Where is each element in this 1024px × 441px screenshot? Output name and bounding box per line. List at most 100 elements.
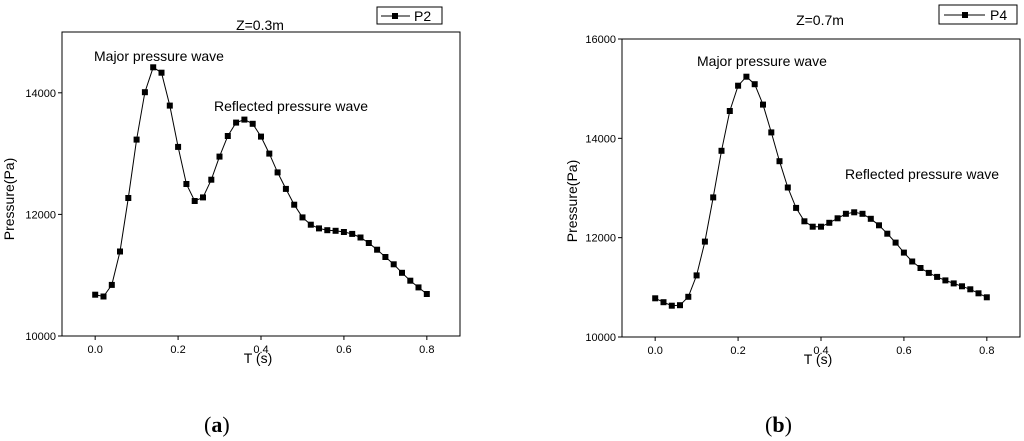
- data-point: [100, 293, 107, 300]
- legend-label: P2: [414, 8, 431, 24]
- data-point: [365, 240, 372, 246]
- y-tick-label: 12000: [585, 233, 616, 245]
- panel-letter-b: b: [772, 412, 785, 437]
- data-point: [241, 116, 248, 123]
- data-point: [249, 120, 256, 127]
- data-point: [224, 133, 231, 139]
- y-tick-label: 16000: [585, 34, 616, 46]
- data-point: [349, 230, 356, 237]
- data-point: [851, 209, 858, 216]
- data-point: [92, 291, 99, 298]
- data-point: [917, 265, 924, 271]
- data-point: [423, 291, 430, 297]
- data-point: [166, 102, 173, 109]
- y-ticks: 10000 12000 14000 16000: [585, 34, 622, 344]
- y-axis-label: Pressure(Pa): [1, 158, 17, 240]
- annotation-reflected-wave: Reflected pressure wave: [845, 166, 999, 182]
- y-ticks: 10000 12000 14000: [25, 88, 62, 343]
- data-point: [975, 290, 982, 297]
- data-point: [299, 214, 306, 221]
- x-tick-label: 0.6: [896, 345, 911, 357]
- x-ticks: 0.0 0.2 0.4 0.6 0.8: [88, 336, 434, 356]
- data-point: [332, 227, 339, 234]
- data-point: [652, 295, 659, 302]
- data-point: [685, 293, 692, 300]
- x-tick-label: 0.6: [336, 344, 351, 356]
- data-point: [967, 286, 974, 293]
- data-point: [934, 273, 941, 280]
- x-axis-label: T (s): [244, 350, 273, 366]
- data-point: [743, 73, 750, 80]
- data-point: [735, 82, 742, 89]
- data-point: [909, 258, 916, 265]
- data-point: [784, 184, 791, 191]
- data-point: [233, 119, 240, 126]
- data-point: [374, 246, 381, 253]
- data-point: [859, 210, 866, 217]
- x-ticks: 0.0 0.2 0.4 0.6 0.8: [648, 337, 994, 357]
- x-tick-label: 0.0: [88, 344, 103, 356]
- data-point: [258, 133, 264, 140]
- data-point: [108, 281, 115, 288]
- data-point: [390, 261, 397, 268]
- data-point: [175, 143, 182, 150]
- data-point: [693, 272, 700, 279]
- data-point: [307, 221, 314, 228]
- x-tick-label: 0.4: [253, 344, 268, 356]
- data-point: [668, 302, 675, 309]
- legend-marker: [962, 12, 968, 18]
- data-point: [776, 158, 783, 165]
- data-point: [884, 230, 891, 237]
- plot-frame: [61, 31, 461, 337]
- y-tick-label: 10000: [585, 332, 616, 344]
- data-point: [324, 227, 331, 234]
- data-point: [183, 181, 190, 187]
- data-point: [415, 284, 422, 291]
- legend: P2: [376, 6, 443, 25]
- y-tick-label: 14000: [585, 133, 616, 145]
- data-point: [382, 254, 389, 260]
- data-point: [809, 223, 816, 230]
- data-point: [117, 248, 123, 255]
- x-axis-label: T (s): [804, 351, 833, 367]
- data-point: [133, 136, 140, 143]
- data-point: [718, 147, 725, 154]
- data-point: [216, 153, 223, 160]
- panel-label-a: (a): [204, 412, 230, 437]
- panel-label-b: (b): [765, 412, 792, 437]
- data-point: [900, 249, 907, 256]
- data-point: [660, 299, 667, 306]
- annotation-reflected-wave: Reflected pressure wave: [214, 98, 368, 114]
- y-axis-label: Pressure(Pa): [564, 160, 580, 242]
- annotation-major-wave: Major pressure wave: [94, 48, 224, 64]
- series-p4: [652, 73, 990, 309]
- data-point: [150, 64, 157, 71]
- data-point: [191, 198, 198, 204]
- data-point: [818, 223, 824, 230]
- data-point: [282, 185, 289, 192]
- data-point: [892, 239, 899, 246]
- data-point: [677, 302, 683, 309]
- x-tick-label: 0.8: [979, 345, 994, 357]
- y-tick-label: 14000: [25, 88, 56, 100]
- series-p2: [92, 64, 430, 300]
- data-point: [834, 215, 841, 222]
- data-point: [768, 129, 775, 136]
- data-point: [826, 219, 833, 226]
- data-point: [751, 81, 758, 88]
- data-point: [842, 210, 849, 217]
- data-point: [357, 234, 364, 241]
- legend-label: P4: [990, 7, 1007, 23]
- legend: P4: [938, 4, 1018, 25]
- data-point: [925, 269, 932, 276]
- x-tick-label: 0.2: [730, 345, 745, 357]
- chart-panel-a: Z=0.3m Major pressure wave Reflected pre…: [1, 6, 461, 366]
- data-point: [710, 194, 717, 201]
- y-tick-label: 10000: [25, 331, 56, 343]
- x-tick-label: 0.8: [419, 344, 434, 356]
- data-point: [340, 229, 347, 235]
- data-point: [950, 280, 957, 287]
- panel-letter-a: a: [211, 412, 223, 437]
- data-point: [125, 195, 132, 201]
